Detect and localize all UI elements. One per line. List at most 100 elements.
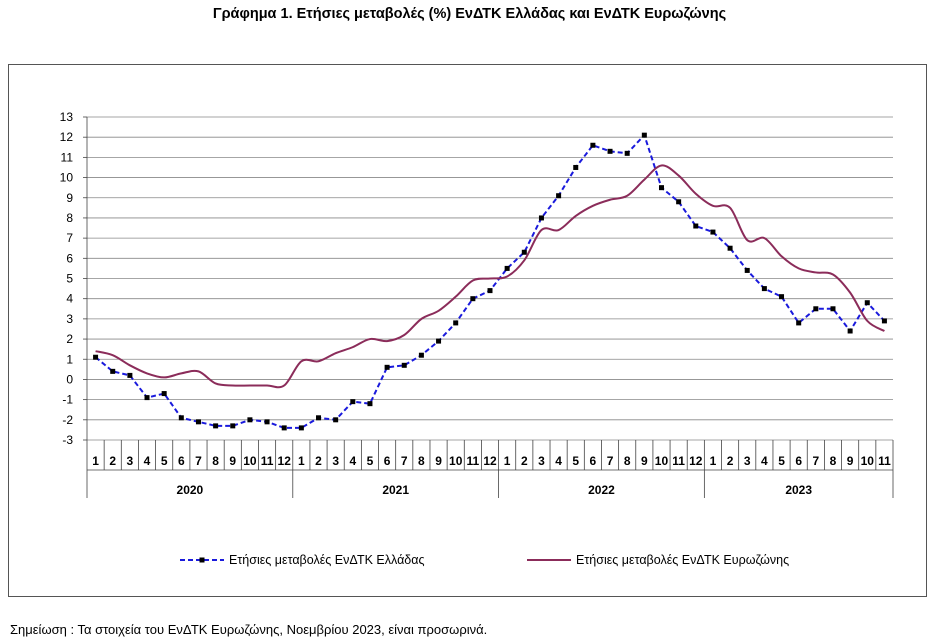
y-tick-label: 6: [66, 251, 73, 265]
data-point: [641, 132, 647, 138]
data-point: [573, 164, 579, 170]
x-tick-label: 3: [332, 454, 339, 468]
data-point: [401, 362, 407, 368]
data-point: [830, 306, 836, 312]
data-point: [607, 148, 613, 154]
data-point: [624, 150, 630, 156]
y-tick-label: 11: [61, 150, 74, 164]
data-point: [144, 395, 150, 401]
data-point: [761, 286, 767, 292]
x-tick-label: 1: [298, 454, 305, 468]
data-point: [418, 352, 424, 358]
y-tick-label: 4: [66, 292, 73, 306]
x-tick-label: 9: [229, 454, 236, 468]
data-point: [676, 199, 682, 205]
chart-title: Γράφημα 1. Ετήσιες μεταβολές (%) ΕνΔΤΚ Ε…: [212, 6, 727, 22]
y-tick-label: 8: [66, 211, 73, 225]
x-tick-label: 4: [349, 454, 356, 468]
data-point: [161, 391, 167, 397]
x-tick-label: 11: [672, 454, 685, 468]
data-point: [333, 417, 339, 423]
data-point: [813, 306, 819, 312]
data-point: [727, 245, 733, 251]
data-point: [367, 401, 373, 407]
y-tick-label: 1: [66, 352, 73, 366]
data-point: [658, 185, 664, 191]
x-tick-label: 8: [830, 454, 837, 468]
data-point: [93, 354, 99, 360]
y-tick-label: -1: [62, 393, 73, 407]
data-point: [470, 296, 476, 302]
y-tick-label: -3: [62, 433, 73, 447]
data-point: [881, 318, 887, 324]
year-label: 2023: [785, 483, 812, 497]
x-tick-label: 10: [243, 454, 257, 468]
x-tick-label: 8: [624, 454, 631, 468]
x-tick-label: 10: [655, 454, 669, 468]
data-point: [538, 215, 544, 221]
y-tick-label: 12: [60, 130, 74, 144]
x-tick-label: 8: [212, 454, 219, 468]
x-tick-label: 5: [367, 454, 374, 468]
y-tick-label: 5: [66, 272, 73, 286]
x-tick-label: 6: [178, 454, 185, 468]
data-point: [436, 338, 442, 344]
data-point: [127, 372, 133, 378]
data-point: [195, 419, 201, 425]
data-point: [384, 364, 390, 370]
data-point: [744, 267, 750, 273]
x-tick-label: 6: [384, 454, 391, 468]
x-tick-label: 2: [109, 454, 116, 468]
x-tick-label: 5: [778, 454, 785, 468]
data-point: [298, 425, 304, 431]
data-point: [590, 142, 596, 148]
x-tick-label: 11: [261, 454, 274, 468]
x-tick-label: 11: [467, 454, 480, 468]
x-tick-label: 7: [607, 454, 614, 468]
series-line-eurozone: [95, 164, 885, 389]
x-tick-label: 4: [761, 454, 768, 468]
y-tick-label: 2: [66, 332, 73, 346]
data-point: [710, 229, 716, 235]
year-label: 2022: [588, 483, 615, 497]
x-tick-label: 1: [710, 454, 717, 468]
x-tick-label: 7: [812, 454, 819, 468]
x-tick-label: 3: [127, 454, 134, 468]
data-point: [247, 417, 253, 423]
data-point: [487, 288, 493, 294]
data-point: [110, 368, 116, 374]
x-tick-label: 10: [861, 454, 875, 468]
x-tick-label: 7: [401, 454, 408, 468]
legend-marker-greece: [199, 557, 205, 563]
x-tick-label: 3: [744, 454, 751, 468]
legend-label-eurozone: Ετήσιες μεταβολές ΕνΔΤΚ Ευρωζώνης: [576, 553, 789, 567]
y-tick-label: 0: [66, 372, 73, 386]
y-tick-label: 10: [60, 171, 74, 185]
data-point: [864, 300, 870, 306]
y-tick-label: 7: [66, 231, 73, 245]
data-point: [556, 193, 562, 199]
data-point: [264, 419, 270, 425]
x-tick-label: 2: [315, 454, 322, 468]
data-point: [316, 415, 322, 421]
x-tick-label: 9: [435, 454, 442, 468]
data-point: [521, 249, 527, 255]
data-point: [350, 399, 356, 405]
x-tick-label: 8: [418, 454, 425, 468]
data-point: [847, 328, 853, 334]
x-tick-label: 6: [795, 454, 802, 468]
x-tick-label: 10: [449, 454, 463, 468]
chart-frame: [8, 64, 927, 597]
data-point: [178, 415, 184, 421]
y-tick-label: 3: [66, 312, 73, 326]
x-tick-label: 9: [847, 454, 854, 468]
x-tick-label: 12: [278, 454, 292, 468]
x-tick-label: 1: [92, 454, 99, 468]
x-tick-label: 2: [727, 454, 734, 468]
data-point: [281, 425, 287, 431]
data-point: [453, 320, 459, 326]
y-tick-label: 13: [60, 110, 74, 124]
x-tick-label: 12: [483, 454, 497, 468]
footnote: Σημείωση : Τα στοιχεία του ΕνΔΤΚ Ευρωζών…: [10, 622, 488, 637]
